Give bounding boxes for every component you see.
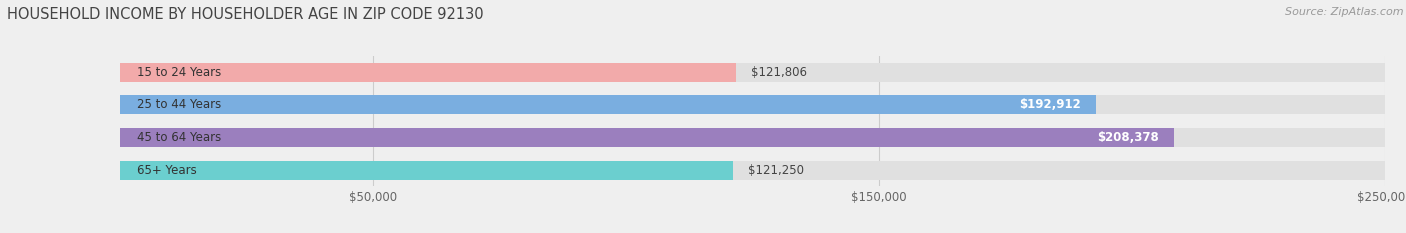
Bar — [120, 63, 1385, 82]
Bar — [120, 63, 737, 82]
Bar — [120, 95, 1385, 114]
Bar — [120, 161, 734, 180]
Text: 65+ Years: 65+ Years — [138, 164, 197, 177]
Text: $121,806: $121,806 — [751, 66, 807, 79]
Text: Source: ZipAtlas.com: Source: ZipAtlas.com — [1285, 7, 1403, 17]
Text: HOUSEHOLD INCOME BY HOUSEHOLDER AGE IN ZIP CODE 92130: HOUSEHOLD INCOME BY HOUSEHOLDER AGE IN Z… — [7, 7, 484, 22]
Text: $121,250: $121,250 — [748, 164, 804, 177]
Text: 45 to 64 Years: 45 to 64 Years — [138, 131, 222, 144]
Text: 15 to 24 Years: 15 to 24 Years — [138, 66, 222, 79]
Bar — [120, 161, 1385, 180]
Text: $208,378: $208,378 — [1097, 131, 1159, 144]
Bar — [120, 128, 1385, 147]
Bar — [120, 95, 1095, 114]
Bar — [120, 128, 1174, 147]
Text: $192,912: $192,912 — [1019, 98, 1081, 111]
Text: 25 to 44 Years: 25 to 44 Years — [138, 98, 222, 111]
